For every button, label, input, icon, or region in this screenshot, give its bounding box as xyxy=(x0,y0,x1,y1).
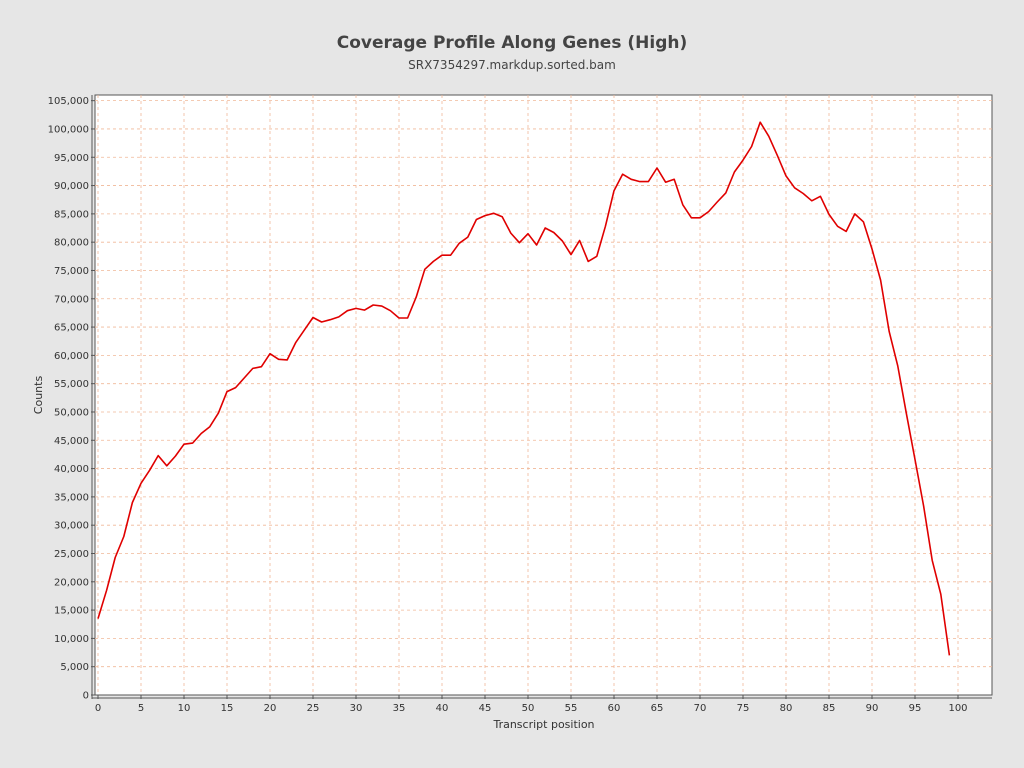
x-tick-label: 15 xyxy=(221,703,234,714)
y-tick-label: 55,000 xyxy=(54,379,89,390)
x-tick-label: 0 xyxy=(95,703,101,714)
y-tick-label: 65,000 xyxy=(54,323,89,334)
grid-lines xyxy=(95,95,992,695)
tick-labels: 0 5,000 10,000 15,000 20,000 25,000 30,000 35,0… xyxy=(48,96,968,714)
x-tick-label: 65 xyxy=(651,703,664,714)
y-tick-label: 30,000 xyxy=(54,521,89,532)
y-tick-label: 40,000 xyxy=(54,464,89,475)
y-tick-label: 95,000 xyxy=(54,153,89,164)
y-tick-label: 45,000 xyxy=(54,436,89,447)
y-tick-label: 75,000 xyxy=(54,266,89,277)
y-tick-label: 90,000 xyxy=(54,181,89,192)
y-tick-label: 35,000 xyxy=(54,492,89,503)
y-tick-label: 20,000 xyxy=(54,577,89,588)
x-tick-label: 85 xyxy=(823,703,836,714)
x-tick-label: 30 xyxy=(350,703,363,714)
y-tick-label: 60,000 xyxy=(54,351,89,362)
x-tick-label: 45 xyxy=(479,703,492,714)
x-tick-label: 55 xyxy=(565,703,578,714)
x-tick-label: 35 xyxy=(393,703,406,714)
x-tick-label: 25 xyxy=(307,703,320,714)
chart-title: Coverage Profile Along Genes (High) xyxy=(337,33,688,53)
y-axis-title: Counts xyxy=(32,376,45,415)
x-tick-label: 70 xyxy=(694,703,707,714)
x-tick-label: 95 xyxy=(909,703,922,714)
plot-area xyxy=(94,94,993,696)
y-tick-label: 25,000 xyxy=(54,549,89,560)
x-tick-label: 10 xyxy=(178,703,191,714)
x-axis-title: Transcript position xyxy=(492,718,594,731)
y-tick-label: 5,000 xyxy=(60,662,89,673)
x-tick-label: 90 xyxy=(866,703,879,714)
x-tick-label: 60 xyxy=(608,703,621,714)
axes xyxy=(91,95,992,699)
y-tick-label: 50,000 xyxy=(54,407,89,418)
chart-subtitle: SRX7354297.markdup.sorted.bam xyxy=(408,58,616,72)
coverage-series-line xyxy=(97,121,951,656)
y-tick-label: 0 xyxy=(83,691,89,702)
x-tick-label: 100 xyxy=(948,703,967,714)
x-tick-label: 5 xyxy=(138,703,144,714)
x-tick-label: 20 xyxy=(264,703,277,714)
x-tick-label: 40 xyxy=(436,703,449,714)
x-tick-label: 75 xyxy=(737,703,750,714)
y-tick-label: 105,000 xyxy=(48,96,89,107)
y-tick-label: 15,000 xyxy=(54,606,89,617)
y-tick-label: 80,000 xyxy=(54,238,89,249)
x-tick-label: 80 xyxy=(780,703,793,714)
x-tick-label: 50 xyxy=(522,703,535,714)
y-tick-label: 85,000 xyxy=(54,209,89,220)
y-tick-label: 70,000 xyxy=(54,294,89,305)
y-tick-label: 100,000 xyxy=(48,124,89,135)
series-layer xyxy=(97,121,951,656)
y-tick-label: 10,000 xyxy=(54,634,89,645)
